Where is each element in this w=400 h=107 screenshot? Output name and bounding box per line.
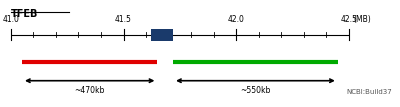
Text: ~470kb: ~470kb <box>74 85 105 95</box>
Text: (MB): (MB) <box>354 15 371 24</box>
Text: 41.5: 41.5 <box>115 15 132 24</box>
Text: 41.0: 41.0 <box>2 15 19 24</box>
Text: NCBI:Build37: NCBI:Build37 <box>346 89 392 95</box>
Text: 42.0: 42.0 <box>228 15 245 24</box>
Bar <box>150 29 173 41</box>
Text: ~550kb: ~550kb <box>240 85 271 95</box>
Text: 42.5: 42.5 <box>340 15 358 24</box>
Text: TFEB: TFEB <box>11 9 38 19</box>
